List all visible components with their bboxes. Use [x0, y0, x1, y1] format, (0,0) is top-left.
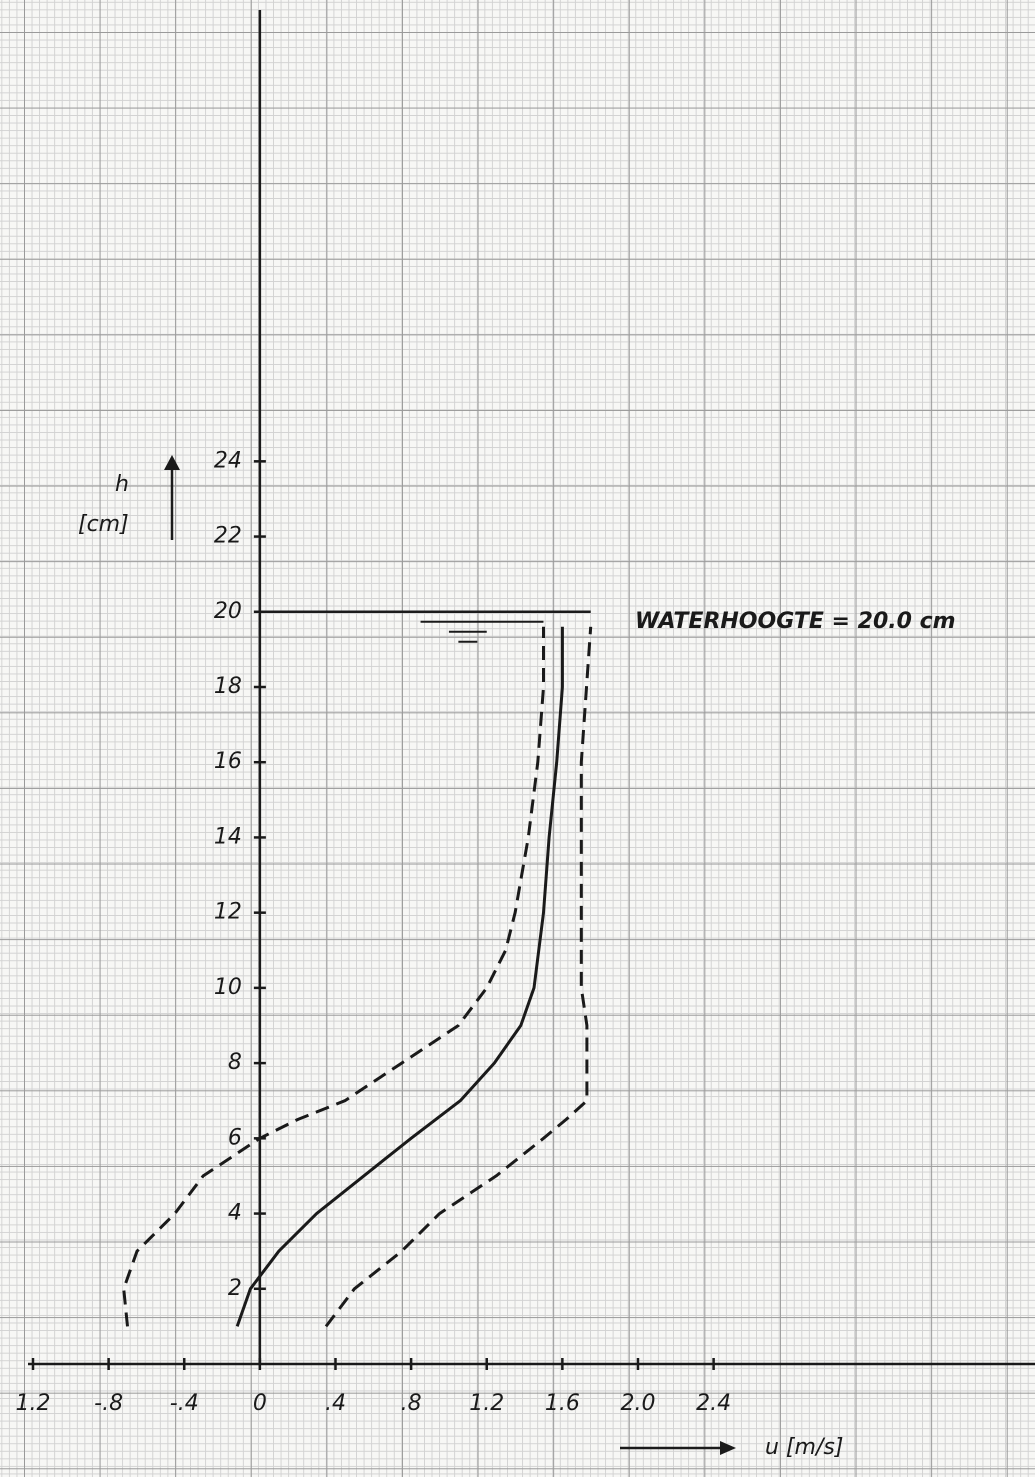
y-tick-label: 6 — [228, 1125, 242, 1150]
y-tick-label: 14 — [214, 824, 242, 849]
y-label: [cm] — [78, 512, 129, 537]
x-tick-label: -.4 — [170, 1391, 199, 1416]
x-label: u [m/s] — [765, 1435, 843, 1460]
annotation: WATERHOOGTE = 20.0 cm — [635, 609, 956, 634]
y-tick-label: 24 — [214, 448, 242, 473]
arrow-head — [720, 1441, 736, 1455]
x-tick-label: 2.0 — [620, 1391, 655, 1416]
y-tick-label: 10 — [214, 975, 242, 1000]
profile-line — [122, 626, 545, 1327]
x-tick-label: 1.2 — [469, 1391, 504, 1416]
x-tick-label: .8 — [401, 1391, 422, 1416]
y-tick-label: 22 — [214, 524, 242, 549]
x-tick-label: 1.6 — [545, 1391, 580, 1416]
y-tick-label: 2 — [228, 1276, 242, 1301]
x-tick-label: .4 — [325, 1391, 346, 1416]
y-tick-label: 12 — [214, 900, 242, 925]
x-tick-label: 0 — [253, 1391, 267, 1416]
x-tick-label: 2.4 — [696, 1391, 731, 1416]
y-tick-label: 20 — [214, 599, 242, 624]
y-tick-label: 18 — [214, 674, 242, 699]
y-label: h — [115, 472, 129, 497]
y-tick-label: 8 — [228, 1050, 242, 1075]
arrow-head — [164, 455, 180, 470]
x-tick-label: -.8 — [94, 1391, 123, 1416]
y-tick-label: 16 — [214, 749, 242, 774]
x-tick-label: 1.2 — [16, 1391, 51, 1416]
profile-line — [324, 626, 593, 1328]
y-tick-label: 4 — [228, 1201, 242, 1226]
profile-line — [235, 626, 564, 1327]
